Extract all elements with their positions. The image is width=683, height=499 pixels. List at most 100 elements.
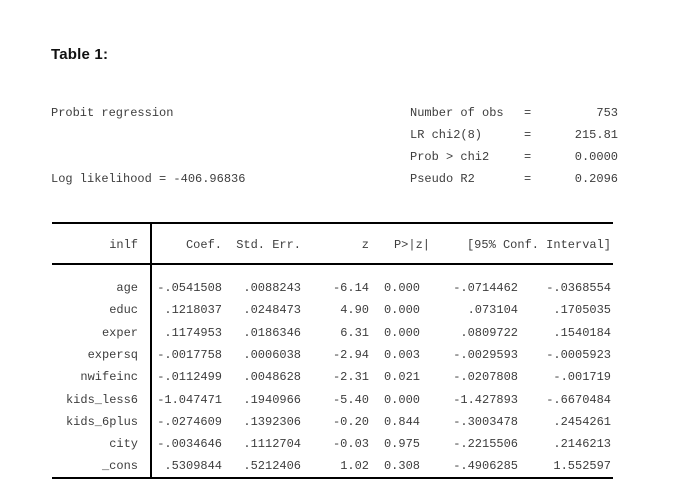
cell-variable-name: nwifeinc xyxy=(80,370,138,385)
table-row: kids_6plus -.0274609 .1392306 -0.20 0.84… xyxy=(0,415,683,431)
cell-coef: -.0112499 xyxy=(157,370,222,385)
stat-value: 0.2096 xyxy=(574,172,618,186)
cell-z: -5.40 xyxy=(332,392,369,407)
stat-row-prob-chi2: Prob > chi2 = 0.0000 xyxy=(0,150,683,164)
cell-ci-upper: .1705035 xyxy=(553,303,611,318)
cell-ci-lower: -.0714462 xyxy=(453,281,518,295)
cell-p-value: 0.003 xyxy=(383,347,420,362)
cell-z: -0.20 xyxy=(332,414,369,429)
cell-coef: .1174953 xyxy=(164,325,222,340)
stat-label: Prob > chi2 xyxy=(410,150,490,164)
header-p-value: P>|z| xyxy=(393,238,430,252)
table-row: expersq -.0017758 .0006038 -2.94 0.003 -… xyxy=(0,348,683,364)
cell-variable-name: educ xyxy=(109,303,138,318)
cell-std-err: .1940966 xyxy=(243,392,301,407)
table-row: city -.0034646 .1112704 -0.03 0.975 -.22… xyxy=(0,437,683,453)
cell-ci-lower: .0809722 xyxy=(460,325,518,340)
cell-coef: -.0017758 xyxy=(157,347,222,362)
stat-label: Pseudo R2 xyxy=(410,172,475,186)
stat-row-lr-chi2: LR chi2(8) = 215.81 xyxy=(0,128,683,142)
cell-std-err: .1392306 xyxy=(243,414,301,429)
cell-std-err: .1112704 xyxy=(243,437,301,452)
table-row: kids_less6 -1.047471 .1940966 -5.40 0.00… xyxy=(0,393,683,409)
cell-coef: -.0274609 xyxy=(157,414,222,429)
cell-p-value: 0.975 xyxy=(383,437,420,452)
cell-z: -2.94 xyxy=(332,347,369,362)
stat-equals-sign: = xyxy=(524,106,532,120)
table-row: nwifeinc -.0112499 .0048628 -2.31 0.021 … xyxy=(0,370,683,386)
cell-ci-lower: .073104 xyxy=(467,303,518,318)
cell-p-value: 0.844 xyxy=(383,414,420,429)
stat-equals-sign: = xyxy=(524,150,532,164)
header-coef: Coef. xyxy=(185,238,222,252)
cell-z: -0.03 xyxy=(332,437,369,452)
cell-ci-upper: -.0368554 xyxy=(546,281,611,295)
model-type-label: Probit regression xyxy=(51,106,174,120)
table-title: Table 1: xyxy=(51,46,109,63)
table-top-border xyxy=(52,222,613,224)
cell-ci-upper: 1.552597 xyxy=(553,459,611,474)
stat-equals-sign: = xyxy=(524,172,532,186)
cell-coef: -.0541508 xyxy=(157,281,222,295)
stat-value: 753 xyxy=(596,106,618,120)
cell-ci-lower: -.0029593 xyxy=(453,347,518,362)
table-row: _cons .5309844 .5212406 1.02 0.308 -.490… xyxy=(0,459,683,475)
header-z: z xyxy=(361,238,369,252)
cell-coef: .5309844 xyxy=(164,459,222,474)
cell-std-err: .0006038 xyxy=(243,347,301,362)
cell-variable-name: _cons xyxy=(101,459,138,474)
table-row: age -.0541508 .0088243 -6.14 0.000 -.071… xyxy=(0,281,683,297)
stat-value: 0.0000 xyxy=(574,150,618,164)
cell-p-value: 0.308 xyxy=(383,459,420,474)
cell-ci-upper: -.001719 xyxy=(553,370,611,385)
header-depvar: inlf xyxy=(109,238,138,252)
cell-std-err: .0088243 xyxy=(243,281,301,295)
cell-coef: -.0034646 xyxy=(157,437,222,452)
cell-std-err: .0248473 xyxy=(243,303,301,318)
stat-label: LR chi2(8) xyxy=(410,128,483,142)
cell-ci-upper: .2146213 xyxy=(553,437,611,452)
cell-p-value: 0.021 xyxy=(383,370,420,385)
cell-z: 1.02 xyxy=(340,459,369,474)
log-likelihood-label: Log likelihood = -406.96836 xyxy=(51,172,246,186)
cell-p-value: 0.000 xyxy=(383,392,420,407)
stat-equals-sign: = xyxy=(524,128,532,142)
table-row: educ .1218037 .0248473 4.90 0.000 .07310… xyxy=(0,303,683,319)
cell-coef: -1.047471 xyxy=(157,392,222,407)
stat-row-number-of-obs: Number of obs = 753 xyxy=(0,106,683,120)
cell-ci-upper: .2454261 xyxy=(553,414,611,429)
cell-std-err: .0048628 xyxy=(243,370,301,385)
cell-variable-name: expersq xyxy=(87,347,138,362)
cell-p-value: 0.000 xyxy=(383,303,420,318)
cell-p-value: 0.000 xyxy=(383,281,420,295)
stat-row-pseudo-r2: Pseudo R2 = 0.2096 xyxy=(0,172,683,186)
cell-z: 4.90 xyxy=(340,303,369,318)
cell-std-err: .0186346 xyxy=(243,325,301,340)
cell-z: -6.14 xyxy=(332,281,369,295)
table-bottom-border xyxy=(52,477,613,479)
cell-variable-name: age xyxy=(116,281,138,295)
cell-std-err: .5212406 xyxy=(243,459,301,474)
cell-ci-upper: -.0005923 xyxy=(546,347,611,362)
cell-ci-lower: -.2215506 xyxy=(453,437,518,452)
table-header-row: inlf Coef. Std. Err. z P>|z| [95% Conf. … xyxy=(0,238,683,254)
cell-variable-name: exper xyxy=(101,325,138,340)
cell-p-value: 0.000 xyxy=(383,325,420,340)
cell-ci-upper: -.6670484 xyxy=(546,392,611,407)
header-conf-interval: [95% Conf. Interval] xyxy=(466,238,611,252)
stat-label: Number of obs xyxy=(410,106,504,120)
cell-z: -2.31 xyxy=(332,370,369,385)
cell-variable-name: city xyxy=(109,437,138,452)
cell-ci-lower: -.0207808 xyxy=(453,370,518,385)
header-std-err: Std. Err. xyxy=(236,238,301,252)
cell-ci-upper: .1540184 xyxy=(553,325,611,340)
cell-ci-lower: -.4906285 xyxy=(453,459,518,474)
table-row: exper .1174953 .0186346 6.31 0.000 .0809… xyxy=(0,326,683,342)
cell-ci-lower: -1.427893 xyxy=(453,392,518,407)
table-header-divider xyxy=(52,263,613,265)
cell-variable-name: kids_6plus xyxy=(65,414,138,429)
cell-z: 6.31 xyxy=(340,325,369,340)
cell-coef: .1218037 xyxy=(164,303,222,318)
table-column-divider xyxy=(150,222,152,479)
